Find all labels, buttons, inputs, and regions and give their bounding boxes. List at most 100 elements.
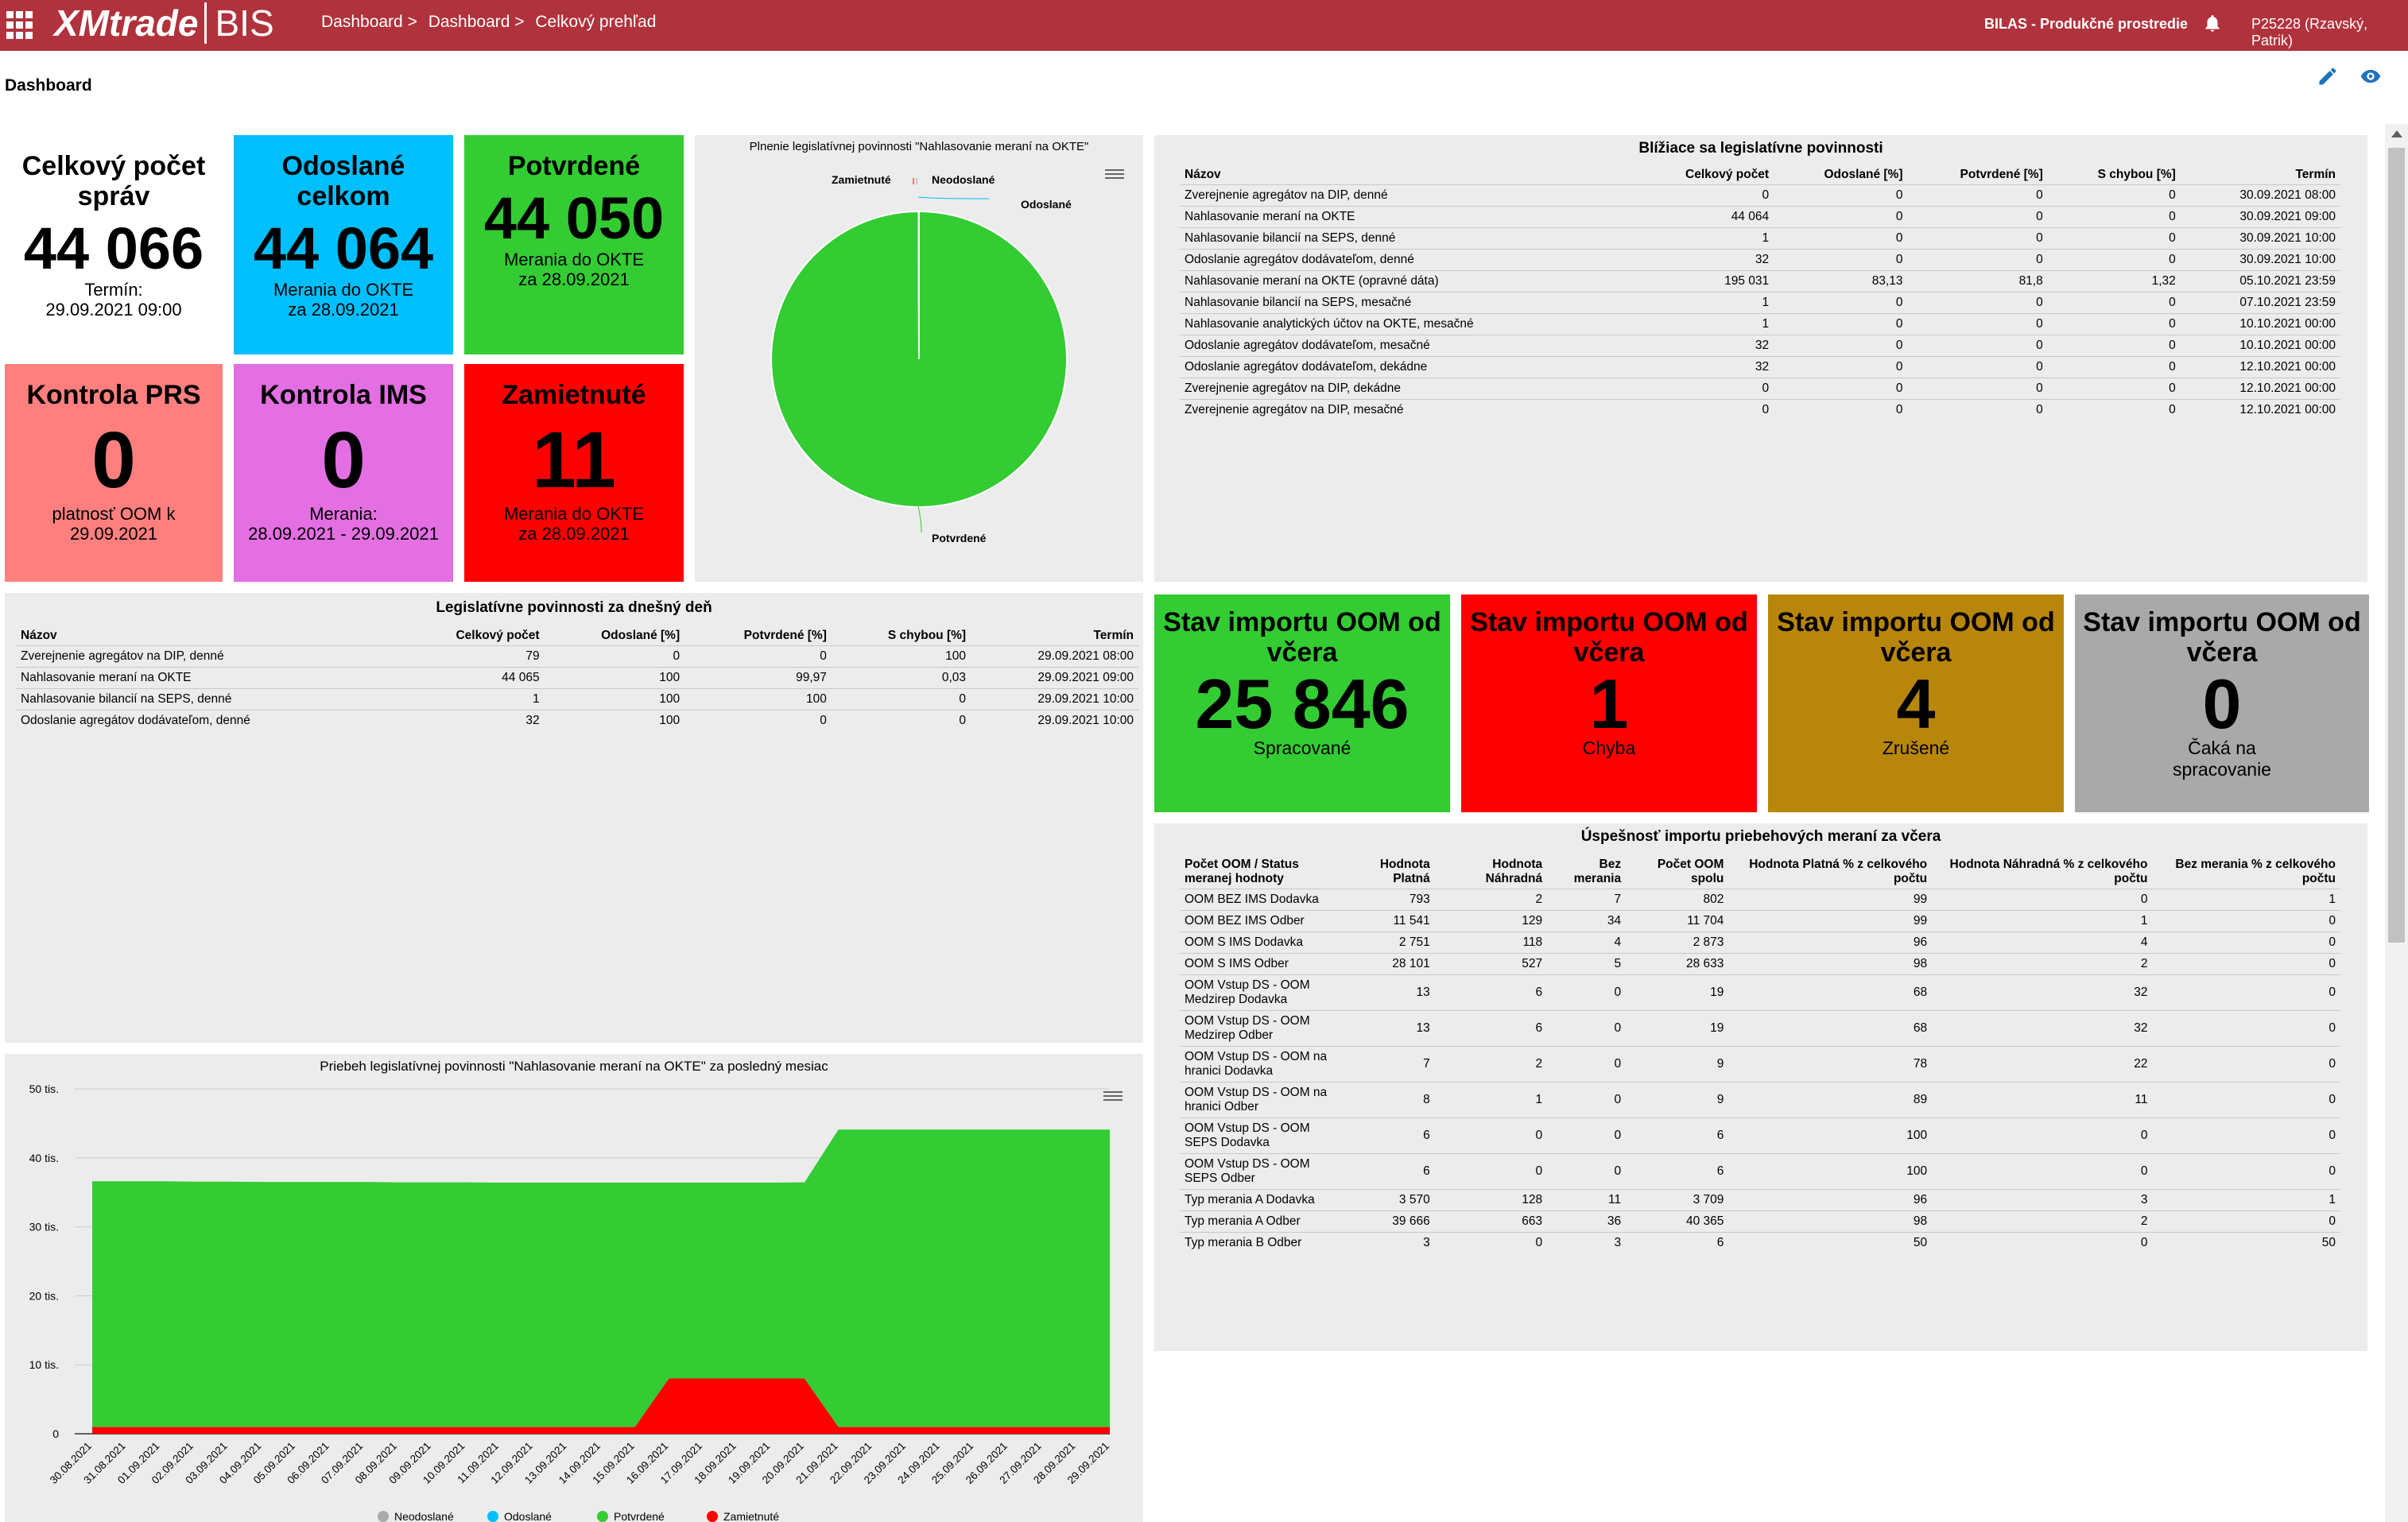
table-row[interactable]: Odoslanie agregátov dodávateľom, denné 32… (16, 710, 1138, 731)
table-row[interactable]: OOM S IMS Odber 28 101 527 5 28 633 98 2 0 (1180, 953, 2340, 975)
scrollbar-thumb[interactable] (2388, 148, 2405, 943)
import-tile-value: 4 (1896, 664, 1936, 743)
table-row[interactable]: Nahlasovanie meraní na OKTE 44 065 100 99,9… (16, 667, 1138, 689)
scroll-up-arrow-icon[interactable] (2391, 130, 2402, 137)
edit-pencil-icon[interactable] (2317, 65, 2339, 87)
table-row[interactable]: Zverejnenie agregátov na DIP, denné 0 0 0 0 3… (1180, 184, 2340, 207)
column-header: Hodnota Platná (1379, 858, 1430, 885)
table-row[interactable]: OOM Vstup DS - OOM na hranici Odber 8 1 0 9 8… (1180, 1082, 2340, 1118)
table-cell: 0 (1632, 378, 1774, 400)
table-cell: 0 (1907, 227, 2048, 250)
table-cell: 10.10.2021 00:00 (2180, 335, 2340, 357)
import-tile-spracovane[interactable]: Stav importu OOM od včera 25 846 Spracov… (1154, 594, 1450, 812)
column-header: Hodnota Platná % z celkového počtu (1749, 858, 1928, 885)
table-row[interactable]: Nahlasovanie bilancií na SEPS, denné 1 0 0 0… (1180, 227, 2340, 250)
user-menu[interactable]: P25228 (Rzavský, Patrik) (2251, 16, 2368, 48)
table-row[interactable]: Odoslanie agregátov dodávateľom, dekádne… (1180, 356, 2340, 378)
table-row[interactable]: Typ merania A Dodavka 3 570 128 11 3 709 96 3 1 (1180, 1189, 2340, 1211)
tile-odoslane-celkom[interactable]: Odoslané celkom 44 064 Merania do OKTE z… (234, 135, 453, 354)
table-row[interactable]: Typ merania A Odber 39 666 663 36 40 365 98 2 0 (1180, 1210, 2340, 1233)
bell-icon[interactable] (2202, 13, 2223, 35)
column-header: Počet OOM spolu (1657, 858, 1724, 885)
area-series-potvrdené[interactable] (92, 1129, 1110, 1427)
app-logo[interactable]: XMtrade BIS (54, 2, 274, 46)
column-header: Názov (21, 629, 57, 642)
table-cell: 0 (1907, 399, 2048, 420)
tile-sub-2: za 28.09.2021 (518, 269, 630, 289)
table-cell: 0 (1434, 1153, 1548, 1190)
table-row[interactable]: Zverejnenie agregátov na DIP, dekádne 0 0 0… (1180, 378, 2340, 400)
table-cell: Odoslanie agregátov dodávateľom, dekádne (1180, 356, 1633, 378)
table-cell: 0 (1907, 184, 2048, 207)
chart-menu-icon[interactable] (1105, 167, 1124, 181)
today-title: Legislatívne povinnosti za dnešný deň (436, 599, 712, 616)
tile-celkovy-pocet[interactable]: Celkový počet správ 44 066 Termín: 29.09… (5, 135, 223, 354)
import-tile-caka[interactable]: Stav importu OOM od včera 0 Čaká na spra… (2075, 594, 2369, 812)
import-tile-chyba[interactable]: Stav importu OOM od včera 1 Chyba (1461, 594, 1757, 812)
table-row[interactable]: Nahlasovanie bilancií na SEPS, mesačné 1 0… (1180, 292, 2340, 314)
table-row[interactable]: Odoslanie agregátov dodávateľom, mesačné… (1180, 335, 2340, 357)
apps-grid-icon[interactable] (6, 11, 35, 40)
table-row[interactable]: OOM Vstup DS - OOM Medzirep Odber 13 6 0 19 6… (1180, 1010, 2340, 1047)
legend-item-odoslané[interactable]: Odoslané (504, 1510, 552, 1522)
y-tick-label: 0 (52, 1427, 59, 1440)
table-row[interactable]: Nahlasovanie meraní na OKTE (opravné dát… (1180, 270, 2340, 292)
table-cell: 1 (2152, 1189, 2340, 1211)
table-cell: 0 (1907, 292, 2048, 314)
table-row[interactable]: OOM Vstup DS - OOM na hranici Dodavka 7 2 0… (1180, 1046, 2340, 1082)
chart-menu-icon[interactable] (1103, 1089, 1123, 1103)
area-series-zamietnuté[interactable] (92, 1378, 1110, 1434)
tile-kontrola-ims[interactable]: Kontrola IMS 0 Merania: 28.09.2021 - 29.… (234, 364, 453, 582)
table-cell: 0 (1632, 399, 1774, 420)
import-success-title: Úspešnosť importu priebehových meraní za… (1580, 828, 1941, 845)
table-cell: 3 709 (1626, 1189, 1729, 1211)
column-header: Potvrdené [%] (743, 629, 827, 642)
table-row[interactable]: Typ merania B Odber 3 0 3 6 50 0 50 (1180, 1232, 2340, 1253)
table-row[interactable]: OOM Vstup DS - OOM SEPS Dodavka 6 0 0 6 100 0 0 (1180, 1117, 2340, 1154)
legend-item-potvrdené[interactable]: Potvrdené (614, 1510, 665, 1522)
tile-zamietnute[interactable]: Zamietnuté 11 Merania do OKTE za 28.09.2… (464, 364, 684, 582)
import-tile-zrusene[interactable]: Stav importu OOM od včera 4 Zrušené (1768, 594, 2064, 812)
table-row[interactable]: OOM Vstup DS - OOM Medzirep Dodavka 13 6 0 1… (1180, 974, 2340, 1011)
table-cell: 2 (1932, 953, 2153, 975)
table-row[interactable]: Odoslanie agregátov dodávateľom, denné 32… (1180, 249, 2340, 271)
area-chart: 30.08.202131.08.202101.09.202102.09.2021… (29, 1082, 1111, 1522)
table-row[interactable]: OOM S IMS Dodavka 2 751 118 4 2 873 96 4 0 (1180, 931, 2340, 954)
table-cell: 12.10.2021 00:00 (2180, 356, 2340, 378)
table-cell: 32 (1632, 249, 1774, 271)
table-cell: 28 633 (1626, 953, 1729, 975)
table-row[interactable]: Nahlasovanie bilancií na SEPS, denné 1 100… (16, 688, 1138, 711)
table-cell: 12.10.2021 00:00 (2180, 399, 2340, 420)
eye-icon[interactable] (2360, 65, 2382, 87)
table-cell: 100 (544, 688, 685, 711)
pie-connector-odoslane (917, 196, 990, 199)
table-cell: 0 (684, 710, 832, 731)
table-cell: 0 (1547, 1117, 1627, 1154)
table-cell: 0 (684, 645, 832, 668)
tile-title: Potvrdené (507, 151, 641, 181)
table-row[interactable]: Nahlasovanie analytických účtov na OKTE,… (1180, 313, 2340, 335)
column-header: Počet OOM / Status meranej hodnoty (1185, 858, 1299, 885)
table-cell: 79 (396, 645, 545, 668)
logo-product: BIS (204, 2, 274, 44)
tile-value: 0 (91, 416, 136, 505)
table-cell: 9 (1626, 1046, 1729, 1082)
tile-value: 44 066 (23, 215, 204, 281)
table-row[interactable]: OOM BEZ IMS Odber 11 541 129 34 11 704 99 1 0 (1180, 910, 2340, 932)
table-row[interactable]: OOM Vstup DS - OOM SEPS Odber 6 0 0 6 100 0 0 (1180, 1153, 2340, 1190)
vertical-scrollbar[interactable] (2385, 124, 2408, 1522)
table-cell: 11 704 (1626, 910, 1729, 932)
tile-kontrola-prs[interactable]: Kontrola PRS 0 platnosť OOM k 29.09.2021 (5, 364, 223, 582)
tile-potvrdene[interactable]: Potvrdené 44 050 Merania do OKTE za 28.0… (464, 135, 684, 354)
table-row[interactable]: Nahlasovanie meraní na OKTE 44 064 0 0 0 30.0… (1180, 206, 2340, 228)
table-row[interactable]: Zverejnenie agregátov na DIP, mesačné 0 0 0… (1180, 399, 2340, 420)
table-cell: 29.09.2021 08:00 (971, 645, 1138, 668)
legend-item-zamietnuté[interactable]: Zamietnuté (723, 1510, 779, 1522)
table-row[interactable]: Zverejnenie agregátov na DIP, denné 79 0 0 1… (16, 645, 1138, 668)
legend-item-neodoslané[interactable]: Neodoslané (394, 1510, 454, 1522)
table-cell: 0 (831, 688, 971, 711)
breadcrumb-item-dashboard-2[interactable]: Dashboard > (428, 13, 525, 31)
table-cell: 0 (1774, 335, 1908, 357)
breadcrumb-item-dashboard[interactable]: Dashboard > (321, 13, 417, 31)
table-row[interactable]: OOM BEZ IMS Dodavka 793 2 7 802 99 0 1 (1180, 889, 2340, 911)
